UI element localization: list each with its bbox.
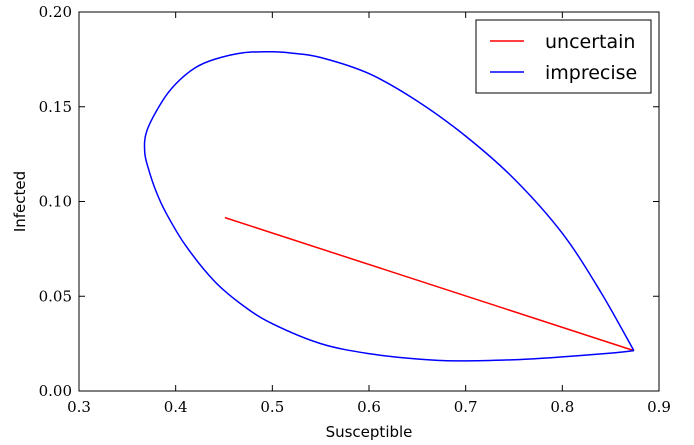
x-tick-label: 0.9 [647,398,671,416]
tick-labels-layer: 0.3 0.4 0.5 0.6 0.7 0.8 0.9 0.00 0.05 0.10 0.15 0.2… [39,3,671,416]
x-tick-label: 0.5 [260,398,284,416]
x-tick-label: 0.8 [550,398,574,416]
y-tick-label: 0.00 [39,382,72,400]
x-axis-label: Susceptible [326,423,413,441]
x-tick-label: 0.4 [164,398,188,416]
y-tick-label: 0.05 [39,287,72,305]
legend-label-uncertain: uncertain [545,31,635,53]
series-line-imprecise [143,50,635,362]
y-tick-label: 0.10 [39,193,72,211]
y-tick-label: 0.20 [39,3,72,21]
x-tick-label: 0.7 [454,398,478,416]
y-tick-label: 0.15 [39,98,72,116]
x-tick-label: 0.6 [357,398,381,416]
legend: uncertain imprecise [475,19,652,94]
y-axis-label: Infected [11,171,29,232]
series-layer [143,50,635,362]
series-line-uncertain [224,216,635,352]
legend-label-imprecise: imprecise [545,62,637,84]
ticks-layer [78,11,660,392]
legend-box [475,19,652,94]
x-tick-label: 0.3 [67,398,91,416]
